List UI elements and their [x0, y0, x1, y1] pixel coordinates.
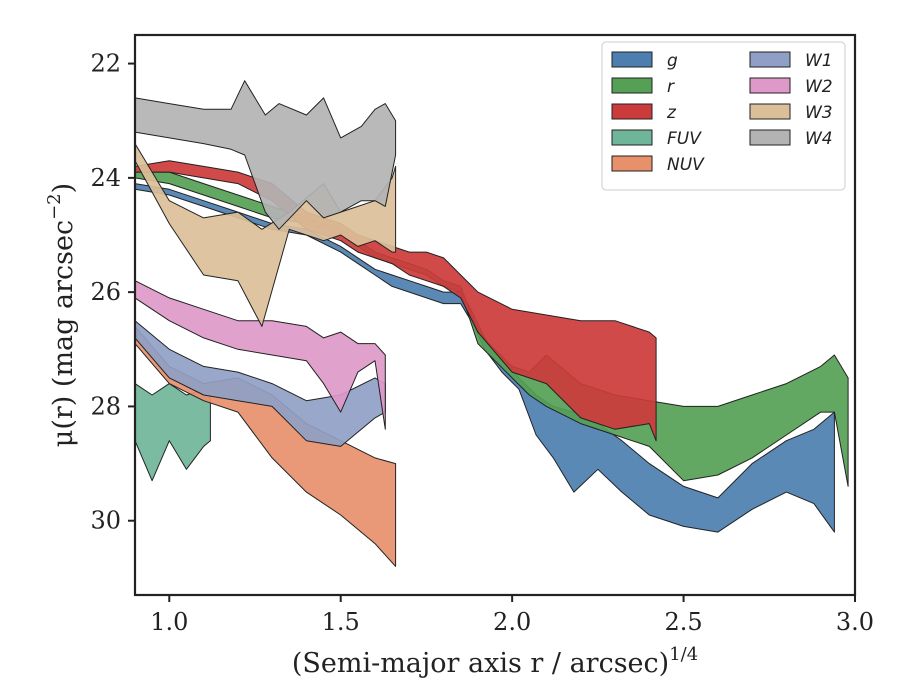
plot-frame [133, 33, 857, 597]
y-tick-label: 26 [90, 278, 121, 306]
y-axis-label: μ(r) (mag arcsec−2) [44, 183, 79, 447]
y-tick-label: 30 [90, 507, 121, 535]
x-axis-label: (Semi-major axis r / arcsec)1/4 [292, 644, 698, 679]
legend-swatch-w2 [749, 77, 791, 94]
legend-label-r: r [667, 77, 675, 97]
legend-entries: grz FUV NUV W1 W2 W3 W4 [611, 51, 833, 175]
area-band-g [134, 183, 835, 533]
x-tick-label: 2.5 [664, 608, 702, 636]
x-tick-label: 1.5 [322, 608, 360, 636]
chart-areas [134, 80, 849, 567]
y-axis-ticks: 22 24 26 28 30 [90, 50, 135, 535]
legend-label-fuv: FUV [667, 129, 702, 149]
legend-swatch-g [611, 51, 653, 68]
legend-swatch-z [611, 103, 653, 120]
legend-label-w1: W1 [805, 51, 833, 71]
legend-swatch-w4 [749, 129, 791, 146]
legend-label-z: z [666, 103, 677, 123]
x-axis-ticks: 1.0 1.5 2.0 2.5 3.0 [150, 595, 874, 636]
area-band-w3 [134, 143, 397, 327]
y-tick-label: 24 [90, 164, 121, 192]
legend-swatch-nuv [611, 155, 653, 172]
x-tick-label: 2.0 [493, 608, 531, 636]
legend: grz FUV NUV W1 W2 W3 W4 [601, 41, 846, 191]
legend-swatch-w1 [749, 51, 791, 68]
legend-swatch-fuv [611, 129, 653, 146]
legend-label-w2: W2 [805, 77, 833, 97]
legend-label-w4: W4 [805, 129, 833, 149]
x-tick-label: 3.0 [836, 608, 874, 636]
x-tick-label: 1.0 [150, 608, 188, 636]
y-tick-label: 22 [90, 50, 121, 78]
y-tick-label: 28 [90, 392, 121, 420]
area-band-w4 [134, 80, 397, 230]
legend-label-w3: W3 [805, 103, 833, 123]
legend-label-nuv: NUV [667, 155, 705, 175]
legend-swatch-r [611, 77, 653, 94]
legend-swatch-w3 [749, 103, 791, 120]
legend-label-g: g [667, 51, 678, 71]
